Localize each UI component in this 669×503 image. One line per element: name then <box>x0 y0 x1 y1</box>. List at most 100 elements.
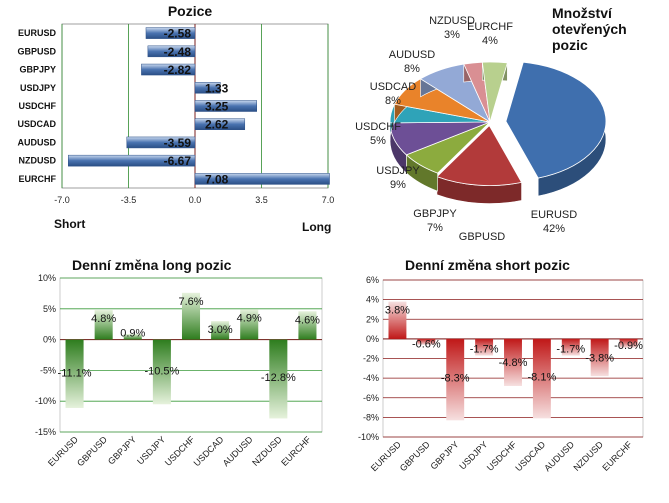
bar-value-label: 4.9% <box>237 312 262 324</box>
pie-label-name: AUDUSD <box>389 49 436 61</box>
pie-label-value: 8% <box>404 63 420 75</box>
change-bar <box>561 338 580 356</box>
short-change-chart: Denní změna short pozic -10% -8% -6% -4% -2% 0… <box>358 257 644 473</box>
y-tick-label: -8% <box>363 412 379 422</box>
position-bar <box>141 63 196 76</box>
change-bar <box>388 301 407 339</box>
category-label: AUDUSD <box>221 434 255 468</box>
position-bar <box>194 100 257 112</box>
position-bar <box>145 27 196 39</box>
open-positions-pie-panel: EURUSD42%GBPUSD14%GBPJPY7%USDJPY9%USDCHF… <box>340 0 669 257</box>
pie-group <box>389 61 607 204</box>
change-bar <box>590 338 609 377</box>
pie-label-value: 8% <box>385 95 401 107</box>
bar-value-label: -12.8% <box>261 372 296 384</box>
bar-value-label: -8.3% <box>441 373 470 385</box>
pie-slice-eurusd <box>505 61 607 179</box>
bar-value-label: -2.48 <box>164 45 192 59</box>
change-bar <box>504 338 522 386</box>
pie-label-name: EURCHF <box>467 21 513 33</box>
bar-value-label: -8.1% <box>528 372 557 384</box>
category-label: GBPJPY <box>19 65 56 75</box>
category-label: USDCAD <box>192 434 226 468</box>
bar-value-label: 2.62 <box>205 118 229 132</box>
change-bar <box>446 338 465 421</box>
pie-title-line: Množství <box>552 5 613 21</box>
pie-slice-gbpusd <box>436 124 523 186</box>
category-label: EURCHF <box>19 174 57 184</box>
y-tick-label: 6% <box>366 275 379 285</box>
pie-label-name: EURUSD <box>531 209 578 221</box>
y-tick-label: -15% <box>35 427 56 437</box>
y-tick-label: 5% <box>43 304 56 314</box>
y-tick-label: -10% <box>35 396 56 406</box>
bar-value-label: -2.58 <box>164 27 192 41</box>
bar-value-label: -1.7% <box>556 343 585 355</box>
pie-label-name: USDCHF <box>355 121 401 133</box>
y-tick-label: -6% <box>363 393 379 403</box>
bar-value-label: 3.8% <box>385 305 410 317</box>
change-bar <box>298 311 317 340</box>
bar-value-label: -3.59 <box>164 136 192 150</box>
change-bar <box>619 338 638 348</box>
category-label: AUDUSD <box>542 439 576 473</box>
short-change-chart-panel: Denní změna short pozic -10% -8% -6% -4% -2% 0… <box>335 250 669 498</box>
bar-value-label: 3.25 <box>205 100 229 114</box>
change-bar <box>181 292 201 340</box>
category-label: EURCHF <box>600 439 634 473</box>
bar-value-label: 1.33 <box>205 81 229 95</box>
position-bar <box>194 118 246 130</box>
change-bar <box>65 339 84 408</box>
bar-value-label: -0.6% <box>412 339 441 351</box>
pie-label-value: 4% <box>482 35 498 47</box>
short-label: Short <box>54 217 85 231</box>
open-positions-pie: EURUSD42%GBPUSD14%GBPJPY7%USDJPY9%USDCHF… <box>355 5 627 257</box>
category-label: USDCHF <box>163 434 197 468</box>
long-change-chart-panel: Denní změna long pozic -15% -10% -5% 0% 5% 10%… <box>0 250 335 498</box>
category-label: EURUSD <box>369 439 403 473</box>
x-tick-label: 0.0 <box>189 195 202 205</box>
pie-label-value: 9% <box>390 179 406 191</box>
pie-title-line: pozic <box>552 37 588 53</box>
category-label: GBPJPY <box>428 439 460 471</box>
category-label: USDCAD <box>17 119 56 129</box>
bar-value-label: -1.7% <box>470 343 499 355</box>
category-label: EURCHF <box>279 434 313 468</box>
pie-label-value: 42% <box>543 223 565 235</box>
bar-value-label: -6.67 <box>164 154 192 168</box>
y-tick-label: 10% <box>38 273 56 283</box>
pie-label-value: 5% <box>370 135 386 147</box>
bar-value-label: -3.8% <box>585 353 614 365</box>
chart-title: Denní změna short pozic <box>405 257 570 273</box>
category-label: GBPUSD <box>398 439 432 473</box>
change-bar <box>211 321 230 340</box>
pie-label-value: 3% <box>444 29 460 41</box>
bar-value-label: -11.1% <box>58 367 92 379</box>
category-label: USDCHF <box>19 101 57 111</box>
bar-value-label: 7.08 <box>205 172 229 186</box>
category-label: NZDUSD <box>250 434 284 468</box>
y-tick-label: 0% <box>43 335 56 345</box>
long-change-chart: Denní změna long pozic -15% -10% -5% 0% 5% 10%… <box>35 257 323 468</box>
pie-label-name: USDJPY <box>376 165 420 177</box>
change-bar <box>269 339 288 419</box>
x-tick-label: -7.0 <box>54 195 70 205</box>
pie-slice-eurchf <box>481 61 508 123</box>
bar-value-label: 4.8% <box>91 313 116 325</box>
y-tick-label: 4% <box>366 295 379 305</box>
x-tick-label: -3.5 <box>121 195 137 205</box>
change-bar <box>152 339 171 405</box>
pie-title-line: otevřených <box>552 21 627 37</box>
x-tick-label: 3.5 <box>255 195 268 205</box>
position-bar <box>68 154 196 167</box>
positions-chart: Pozice -7.0 -3.5 0.0 3.5 7.0 EURUSD -2.58 GBPUSD… <box>17 3 334 234</box>
pie-label-value: 7% <box>427 222 443 234</box>
category-label: USDCAD <box>513 439 547 473</box>
y-tick-label: 0% <box>366 334 379 344</box>
chart-title: Denní změna long pozic <box>72 257 232 273</box>
long-label: Long <box>302 220 331 234</box>
category-label: EURUSD <box>18 28 57 38</box>
bar-value-label: -2.82 <box>164 63 192 77</box>
pie-label-name: GBPUSD <box>459 231 506 243</box>
category-label: NZDUSD <box>19 156 57 166</box>
